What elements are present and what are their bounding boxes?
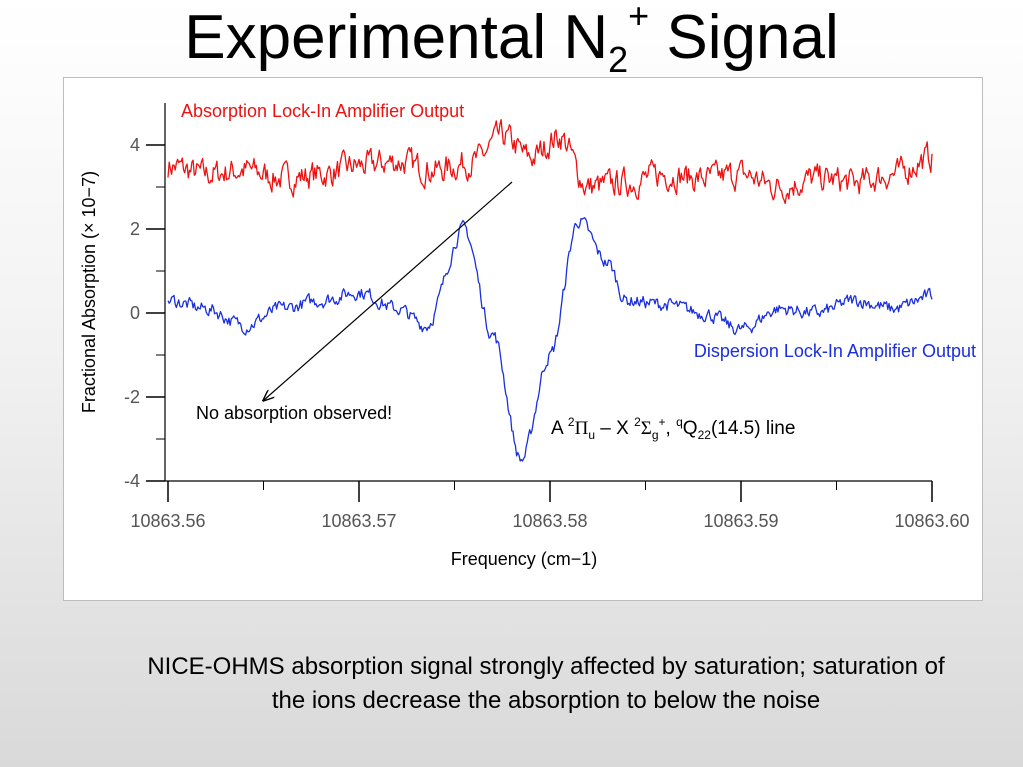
y-tick-label-3: -2 (124, 387, 140, 407)
transition-Q: Q (683, 418, 698, 439)
y-axis-label: Fractional Absorption (× 10−7) (79, 171, 99, 413)
title-superscript: + (628, 0, 650, 36)
chart: 10863.56 10863.57 10863.58 10863.59 10863.60… (79, 101, 976, 569)
transition-sup1: 2 (568, 415, 575, 429)
x-tick-label-1: 10863.57 (321, 511, 396, 531)
transition-mid: – X (595, 418, 634, 439)
x-tick-label-0: 10863.56 (130, 511, 205, 531)
title-main: Experimental N (184, 3, 609, 72)
x-tick-label-2: 10863.58 (512, 511, 587, 531)
y-tick-label-1: 2 (130, 219, 140, 239)
y-tick-label-4: -4 (124, 471, 140, 491)
x-axis-label: Frequency (cm−1) (451, 549, 598, 569)
transition-sub-g: g (652, 428, 659, 442)
series-layer (167, 118, 933, 462)
transition-sup-plus: + (659, 415, 666, 429)
annotation-transition: A 2Πu – X 2Σg+, qQ22(14.5) line (551, 415, 795, 442)
transition-tail: (14.5) line (711, 418, 796, 439)
x-tick-label-4: 10863.60 (894, 511, 969, 531)
transition-sub-u: u (588, 428, 595, 442)
annotation-arrow (264, 181, 513, 400)
annotation-no-absorption: No absorption observed! (196, 403, 392, 423)
title-tail: Signal (649, 3, 839, 72)
slide-title: Experimental N2+ Signal (0, 0, 1023, 78)
transition-Sigma: Σ (641, 418, 652, 439)
series-line-0 (167, 118, 933, 205)
chart-panel: 10863.56 10863.57 10863.58 10863.59 10863.60… (63, 77, 983, 601)
transition-comma: , (666, 418, 677, 439)
slide-caption: NICE-OHMS absorption signal strongly aff… (147, 653, 945, 714)
transition-Pi: Π (575, 418, 589, 439)
y-tick-label-0: 4 (130, 135, 140, 155)
x-tick-label-3: 10863.59 (703, 511, 778, 531)
transition-sup-q: q (676, 415, 683, 429)
y-tick-label-2: 0 (130, 303, 140, 323)
series-line-1 (167, 217, 933, 462)
series-label-absorption: Absorption Lock-In Amplifier Output (181, 101, 464, 121)
axes-ticks: 10863.56 10863.57 10863.58 10863.59 10863.60… (124, 135, 970, 531)
transition-A: A (551, 418, 568, 439)
transition-sub-22: 22 (698, 428, 712, 442)
series-label-dispersion: Dispersion Lock-In Amplifier Output (694, 341, 976, 361)
transition-sup2: 2 (634, 415, 641, 429)
title-subscript: 2 (608, 39, 629, 80)
